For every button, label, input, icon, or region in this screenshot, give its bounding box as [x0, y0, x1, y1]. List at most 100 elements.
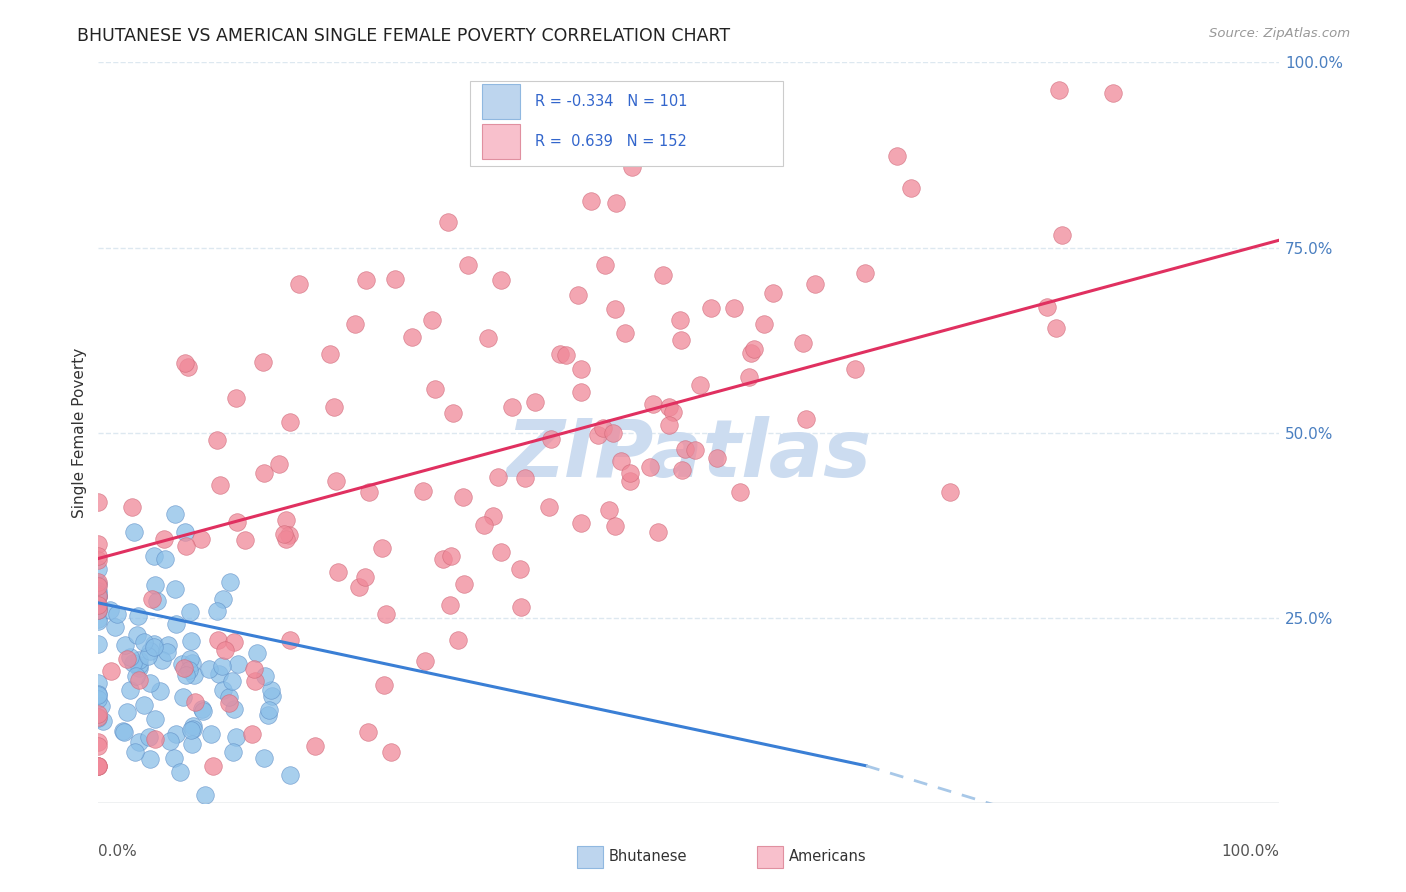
Point: [432, 552, 454, 566]
Point: [87, 691, 110, 706]
Text: R = -0.334   N = 101: R = -0.334 N = 101: [536, 95, 688, 109]
Point: [373, 678, 395, 692]
Point: [222, 635, 245, 649]
Point: [145, 732, 167, 747]
Point: [87, 589, 110, 603]
Point: [1268, 18, 1291, 32]
Point: [165, 617, 187, 632]
Point: [374, 607, 396, 622]
Point: [415, 654, 437, 668]
Point: [87, 589, 110, 603]
Point: [184, 695, 207, 709]
Point: [669, 313, 692, 327]
Point: [225, 515, 247, 529]
Text: Americans: Americans: [789, 849, 868, 864]
Point: [225, 731, 247, 745]
Point: [651, 268, 673, 282]
Point: [900, 181, 922, 195]
Point: [384, 272, 406, 286]
Point: [87, 553, 110, 567]
Point: [523, 394, 546, 409]
Point: [173, 661, 195, 675]
Bar: [576, 846, 603, 868]
Point: [87, 601, 110, 615]
Point: [120, 683, 142, 698]
Point: [165, 507, 187, 521]
Point: [209, 478, 232, 492]
Point: [603, 519, 626, 533]
Point: [136, 649, 159, 664]
Point: [343, 318, 366, 332]
Y-axis label: Single Female Poverty: Single Female Poverty: [72, 348, 87, 517]
Point: [1050, 228, 1073, 243]
Point: [122, 524, 145, 539]
Point: [120, 649, 142, 664]
Point: [143, 578, 166, 592]
Point: [619, 474, 641, 488]
Point: [252, 355, 274, 369]
Point: [141, 591, 163, 606]
Point: [380, 745, 402, 759]
Point: [638, 459, 661, 474]
Point: [658, 418, 681, 433]
Point: [193, 789, 215, 803]
Point: [253, 751, 276, 765]
Point: [224, 702, 246, 716]
Text: 0.0%: 0.0%: [98, 844, 138, 858]
Point: [269, 457, 291, 471]
Point: [509, 599, 531, 614]
Point: [567, 288, 589, 302]
Point: [738, 369, 761, 384]
Point: [253, 466, 276, 480]
Point: [143, 713, 166, 727]
Point: [218, 690, 240, 704]
Point: [87, 598, 110, 612]
Point: [190, 701, 212, 715]
Point: [198, 662, 221, 676]
Point: [169, 765, 191, 780]
Point: [288, 277, 311, 291]
Point: [569, 362, 592, 376]
Point: [477, 331, 499, 345]
Point: [304, 739, 326, 753]
Point: [156, 645, 179, 659]
Point: [132, 635, 155, 649]
Point: [138, 731, 160, 745]
Point: [482, 509, 505, 524]
Point: [100, 664, 122, 678]
Point: [425, 382, 447, 396]
Point: [257, 707, 280, 722]
Point: [176, 539, 198, 553]
Point: [177, 664, 200, 678]
Point: [221, 673, 243, 688]
Text: 100.0%: 100.0%: [1222, 844, 1279, 858]
Point: [87, 537, 110, 551]
Point: [260, 682, 283, 697]
Point: [149, 683, 172, 698]
Point: [254, 668, 277, 682]
Point: [513, 471, 536, 485]
Point: [87, 758, 110, 772]
Point: [540, 432, 562, 446]
Point: [620, 160, 643, 174]
Point: [207, 633, 229, 648]
Point: [174, 668, 197, 682]
Point: [159, 734, 181, 748]
Point: [211, 591, 233, 606]
Point: [205, 433, 228, 447]
Point: [662, 405, 685, 419]
Point: [170, 657, 193, 671]
Point: [153, 532, 176, 546]
Point: [401, 330, 423, 344]
Point: [356, 725, 378, 739]
Point: [87, 549, 110, 564]
Point: [90, 698, 112, 713]
Point: [128, 673, 150, 687]
Point: [619, 466, 641, 480]
Text: BHUTANESE VS AMERICAN SINGLE FEMALE POVERTY CORRELATION CHART: BHUTANESE VS AMERICAN SINGLE FEMALE POVE…: [77, 27, 731, 45]
Point: [1036, 301, 1059, 315]
Point: [218, 575, 240, 590]
Point: [87, 637, 110, 651]
Point: [163, 582, 186, 596]
Point: [759, 18, 782, 32]
